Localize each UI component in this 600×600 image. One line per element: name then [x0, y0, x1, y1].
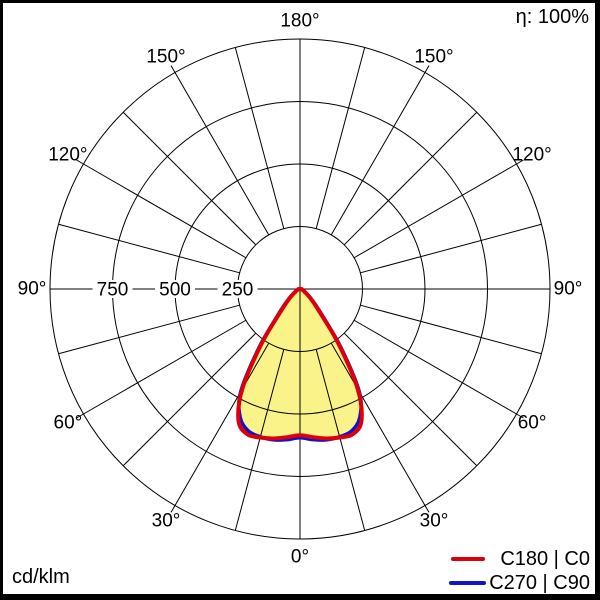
angle-tick-label: 120° [48, 145, 87, 166]
grid-spoke [315, 47, 366, 229]
grid-spoke [234, 47, 285, 229]
angle-tick [76, 159, 84, 165]
grid-spoke [122, 332, 257, 467]
angle-tick-label: 180° [280, 11, 319, 32]
angle-tick [424, 505, 430, 513]
radial-label-background [155, 280, 195, 298]
grid-spoke [174, 72, 270, 236]
efficiency-label: η: 100% [515, 6, 589, 28]
grid-spoke [315, 349, 366, 531]
angle-tick [424, 65, 430, 73]
legend-label-c180-c0: C180 | C0 [500, 548, 590, 570]
grid-spoke [174, 342, 270, 506]
radial-tick-label: 250 [222, 280, 254, 301]
radial-label-background [217, 280, 258, 298]
angle-tick-label: 60° [518, 413, 547, 434]
grid-spoke [360, 223, 542, 274]
angle-tick-label: 120° [512, 145, 551, 166]
angle-tick-label: 150° [414, 46, 453, 67]
intensity-curves [236, 287, 364, 442]
legend-label-c270-c90: C270 | C90 [489, 572, 590, 594]
legend-swatch-red-line [451, 557, 486, 561]
angle-tick-label: 90° [554, 279, 583, 300]
angle-tick-label: 90° [18, 279, 47, 300]
angle-tick [76, 413, 84, 419]
angle-tick-label: 30° [420, 511, 449, 532]
radial-tick-label: 750 [97, 280, 129, 301]
grid-spoke [360, 304, 542, 355]
legend-item-c270-c90: C270 | C90 [449, 571, 590, 595]
angle-tick [516, 159, 524, 165]
angle-tick [170, 505, 176, 513]
grid-spoke [353, 163, 517, 259]
angle-tick [170, 65, 176, 73]
grid-spoke [343, 111, 478, 246]
angle-tick-label: 150° [146, 46, 185, 67]
angle-tick-label: 30° [152, 511, 181, 532]
radial-tick-label: 500 [159, 280, 191, 301]
angle-tick-label: 0° [291, 547, 309, 568]
grid-spoke [58, 304, 240, 355]
grid-spoke [234, 349, 285, 531]
angle-tick-labels: 0° 30° 30° 60° 60° 90° 90° 120° 120° 150° 150° 180° [18, 11, 583, 568]
angle-tick-label: 60° [54, 413, 83, 434]
grid-spoke [58, 223, 240, 274]
radial-tick-labels: 750 500 250 [92, 280, 258, 301]
grid-spoke [353, 319, 517, 415]
unit-label: cd/klm [12, 566, 70, 588]
angle-tick [516, 413, 524, 419]
intensity-curve-c180-c0 [236, 287, 364, 441]
polar-grid [49, 38, 551, 540]
legend-swatch-blue-line [449, 581, 487, 585]
grid-spoke [83, 163, 247, 259]
legend-item-c180-c0: C180 | C0 [451, 547, 590, 571]
grid-spoke [122, 111, 257, 246]
grid-spoke [330, 342, 426, 506]
grid-spoke [330, 72, 426, 236]
radial-label-background [92, 280, 133, 298]
grid-spoke [83, 319, 247, 415]
grid-spoke [343, 332, 478, 467]
